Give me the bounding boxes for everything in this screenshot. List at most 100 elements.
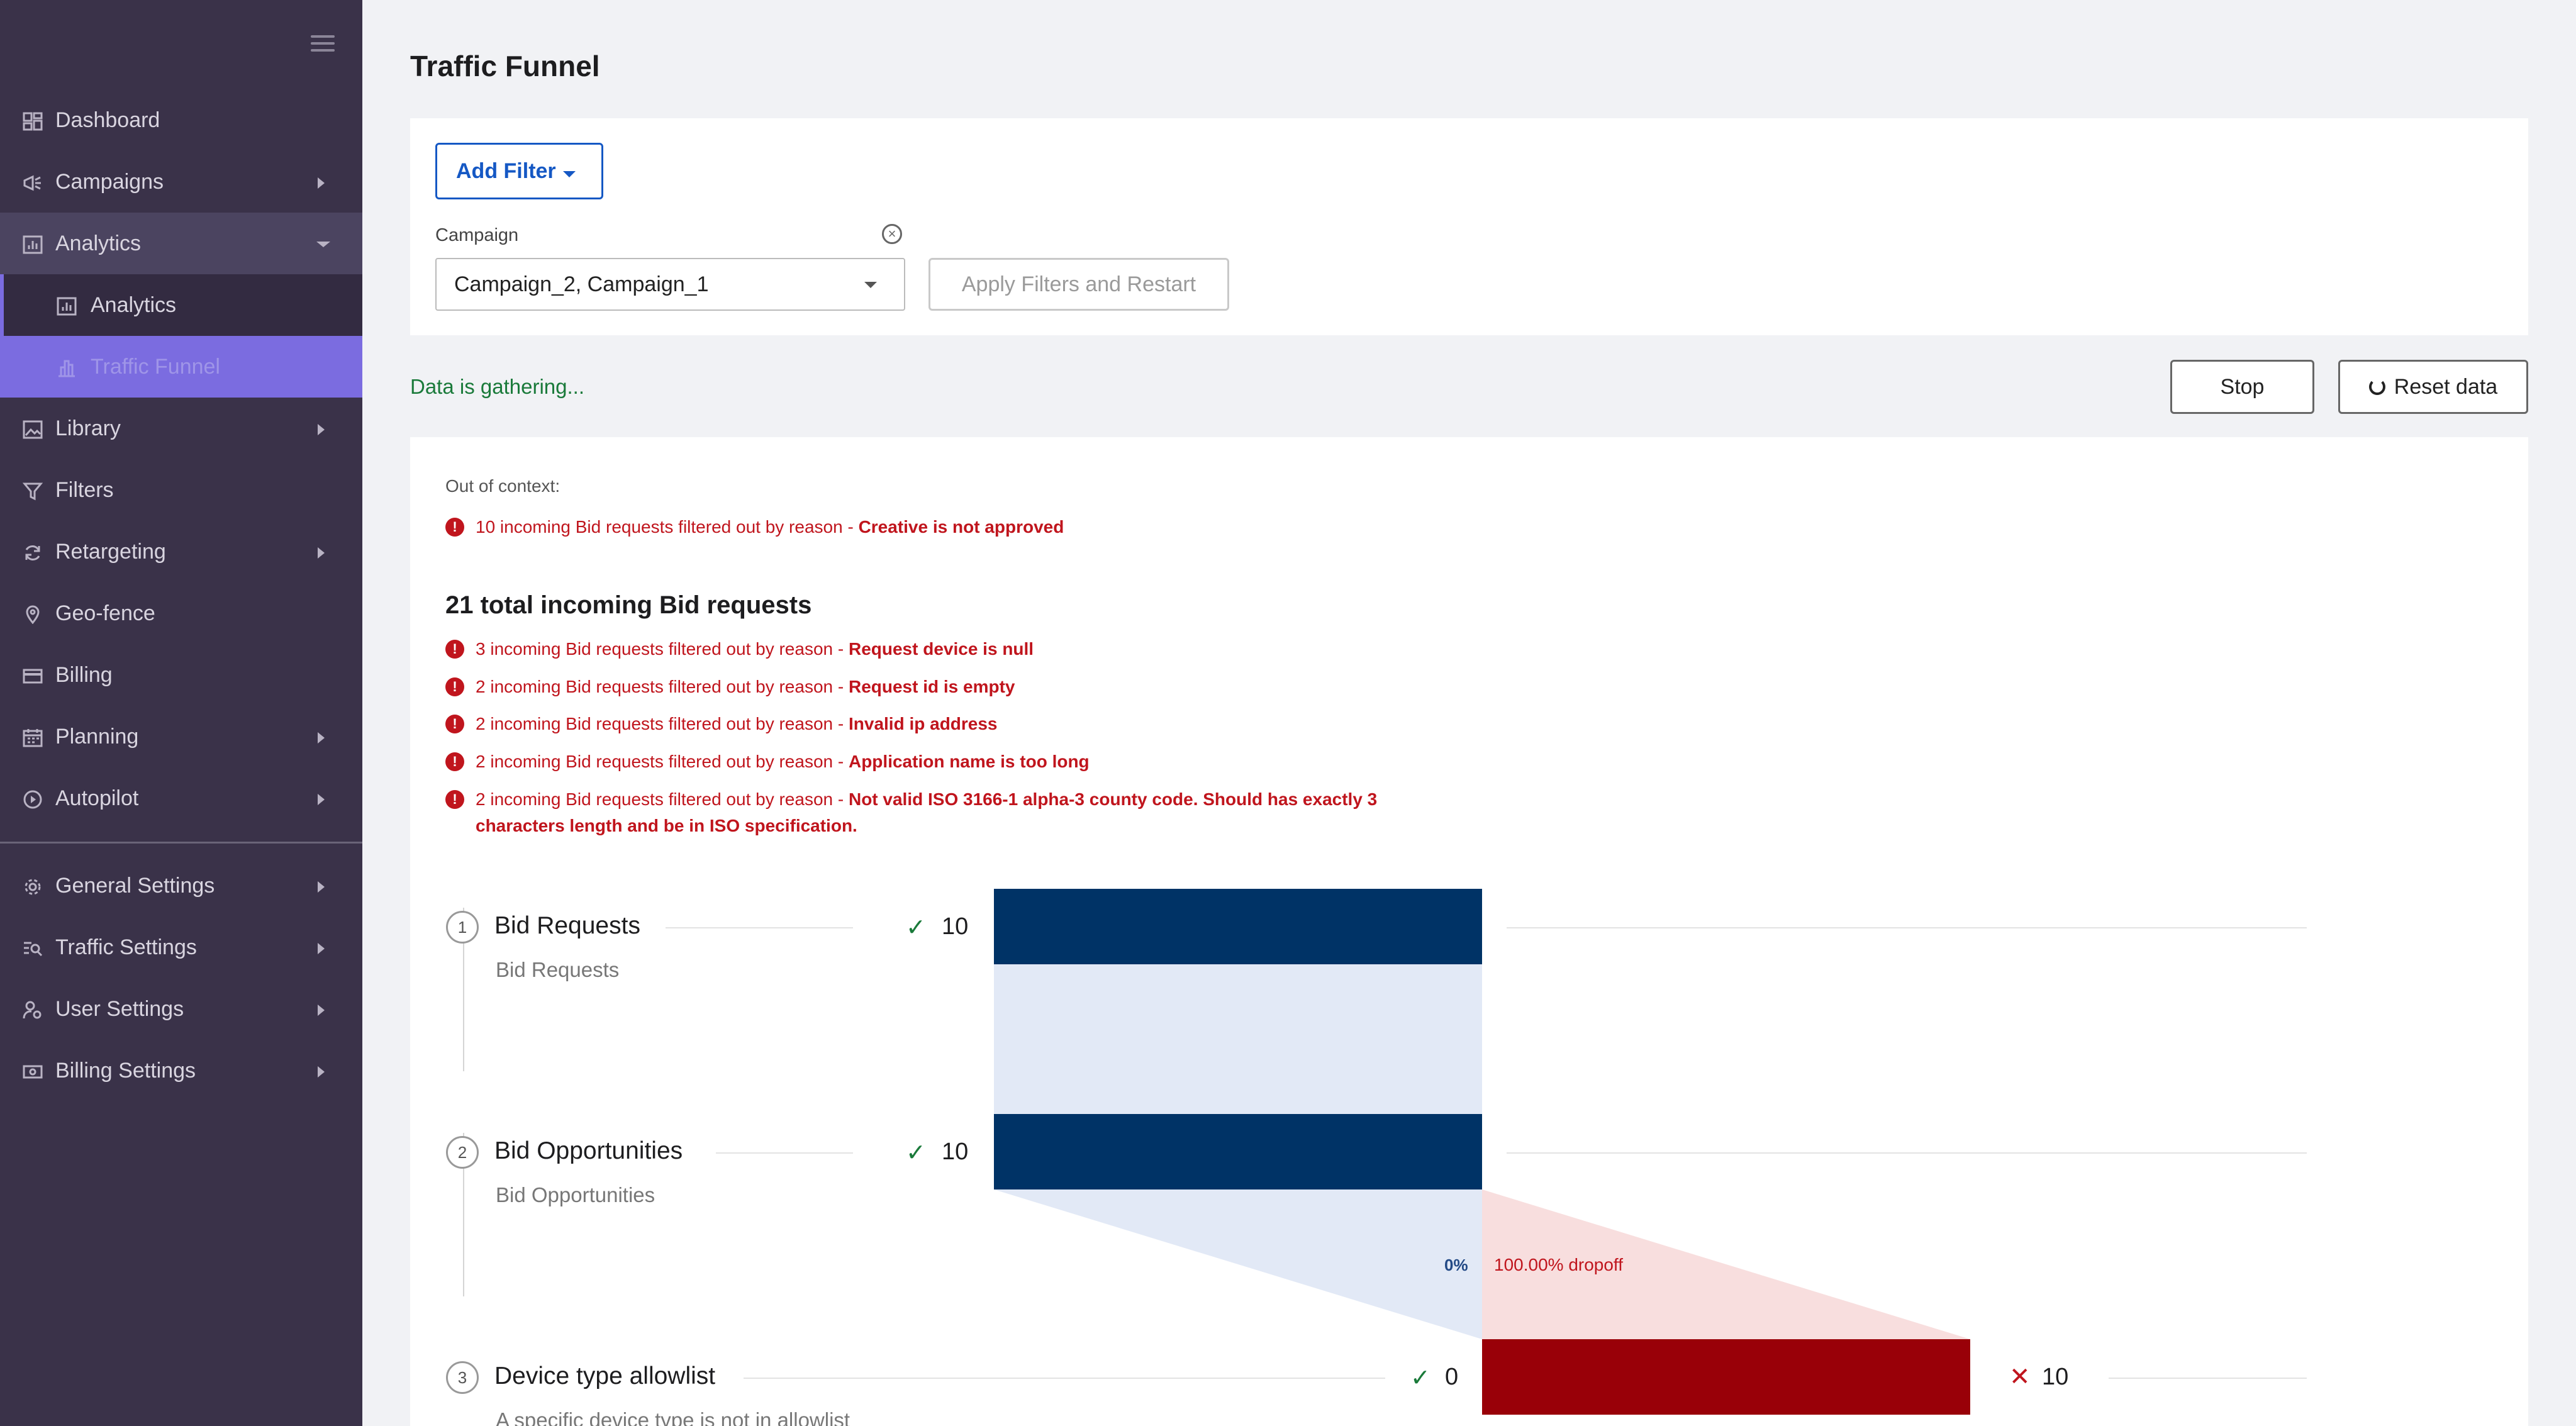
check-icon: ✓ [906, 915, 926, 941]
step-title: Bid Requests [494, 912, 640, 939]
sidebar-item-label: Traffic Funnel [91, 354, 220, 379]
sidebar-item-library[interactable]: Library [0, 398, 362, 459]
campaign-select[interactable]: Campaign_2, Campaign_1 [435, 258, 905, 311]
reset-data-button[interactable]: Reset data [2338, 360, 2528, 414]
error-message: ! 2 incoming Bid requests filtered out b… [445, 789, 1378, 839]
sidebar-item-filters[interactable]: Filters [0, 459, 362, 521]
sidebar-item-label: Campaigns [55, 169, 164, 194]
funnel-pass-bar [994, 889, 1482, 964]
chevron-right-icon [318, 177, 325, 189]
map-pin-icon [26, 605, 40, 624]
sidebar-item-label: Analytics [55, 231, 142, 255]
money-icon [23, 1065, 43, 1079]
sidebar-subitem-analytics[interactable]: Analytics [0, 274, 362, 336]
chevron-right-icon [318, 1066, 325, 1078]
funnel-pass-bar [994, 1114, 1482, 1189]
sidebar: Dashboard Campaigns Analytics Analytics … [0, 0, 362, 1426]
sidebar-item-label: Retargeting [55, 539, 166, 564]
error-reason: Request device is null [848, 639, 1034, 659]
megaphone-icon [23, 175, 41, 191]
error-reason-continued: characters length and be in ISO specific… [476, 816, 857, 835]
sidebar-item-label: Geo-fence [55, 601, 155, 625]
funnel-chart-icon [59, 360, 75, 377]
user-gear-icon [23, 1001, 42, 1019]
step-subtitle: Bid Opportunities [496, 1183, 655, 1206]
funnel-chart [994, 889, 1970, 1415]
chevron-down-icon [316, 242, 330, 247]
sidebar-item-planning[interactable]: Planning [0, 706, 362, 767]
calendar-icon [23, 729, 43, 747]
sidebar-item-geo-fence[interactable]: Geo-fence [0, 582, 362, 644]
sidebar-item-label: Traffic Settings [55, 935, 197, 959]
step-guide-line [1507, 1152, 2307, 1154]
clear-filter-icon[interactable]: × [882, 224, 902, 244]
funnel-connector [994, 964, 1482, 1114]
error-message: ! 2 incoming Bid requests filtered out b… [445, 752, 1090, 775]
sidebar-item-label: Filters [55, 477, 114, 502]
menu-toggle-icon[interactable] [311, 35, 335, 54]
sidebar-item-retargeting[interactable]: Retargeting [0, 521, 362, 582]
traffic-search-icon [24, 942, 43, 957]
stop-button[interactable]: Stop [2170, 360, 2314, 414]
error-reason: Not valid ISO 3166-1 alpha-3 county code… [848, 789, 1378, 809]
error-reason: Creative is not approved [858, 517, 1064, 537]
close-icon: ✕ [2009, 1363, 2031, 1391]
sidebar-item-autopilot[interactable]: Autopilot [0, 767, 362, 829]
funnel-pass-connector [994, 1189, 1482, 1339]
bar-chart-icon [57, 297, 77, 316]
step-dropped-count: 10 [2042, 1364, 2069, 1390]
error-icon: ! [445, 640, 464, 659]
sidebar-item-user-settings[interactable]: User Settings [0, 978, 362, 1040]
dashboard-icon [23, 112, 43, 131]
sidebar-item-dashboard[interactable]: Dashboard [0, 89, 362, 151]
reset-data-label: Reset data [2394, 374, 2498, 399]
dropoff-percentage: 100.00% dropoff [1494, 1255, 1623, 1274]
sidebar-item-traffic-settings[interactable]: Traffic Settings [0, 916, 362, 978]
error-text: 2 incoming Bid requests filtered out by … [476, 752, 849, 771]
step-guide-line [2109, 1378, 2307, 1379]
out-of-context-label: Out of context: [445, 476, 560, 496]
check-icon: ✓ [1410, 1365, 1430, 1391]
error-reason: Invalid ip address [848, 714, 998, 733]
credit-card-icon [23, 669, 43, 684]
reset-icon [2368, 379, 2385, 395]
step-connector [463, 1133, 464, 1296]
error-text: 2 incoming Bid requests filtered out by … [476, 789, 849, 809]
sidebar-item-analytics[interactable]: Analytics [0, 213, 362, 274]
chevron-down-icon [864, 282, 877, 288]
error-reason: Application name is too long [848, 752, 1090, 771]
sidebar-item-label: Billing [55, 662, 113, 687]
page-title: Traffic Funnel [410, 50, 600, 82]
add-filter-button[interactable]: Add Filter [435, 143, 603, 199]
error-icon: ! [445, 518, 464, 537]
step-number: 1 [446, 911, 479, 944]
step-guide-line [666, 927, 853, 928]
image-icon [23, 420, 43, 439]
sidebar-item-label: Dashboard [55, 108, 160, 132]
step-title: Bid Opportunities [494, 1137, 683, 1164]
sidebar-item-label: Analytics [91, 292, 177, 317]
step-passed-count: 10 [942, 913, 969, 940]
sidebar-subitem-traffic-funnel[interactable]: Traffic Funnel [0, 336, 362, 398]
error-text: 3 incoming Bid requests filtered out by … [476, 639, 849, 659]
filter-panel: Add Filter Campaign × Campaign_2, Campai… [410, 118, 2528, 335]
error-reason: Request id is empty [848, 677, 1015, 696]
sidebar-item-label: Library [55, 416, 121, 440]
check-icon: ✓ [906, 1140, 926, 1166]
sidebar-item-billing-settings[interactable]: Billing Settings [0, 1040, 362, 1101]
sidebar-item-general-settings[interactable]: General Settings [0, 855, 362, 916]
step-number: 2 [446, 1136, 479, 1169]
chevron-right-icon [318, 732, 325, 744]
error-message: ! 2 incoming Bid requests filtered out b… [445, 714, 998, 737]
error-icon: ! [445, 790, 464, 809]
chevron-right-icon [318, 881, 325, 893]
error-icon: ! [445, 752, 464, 771]
total-requests-title: 21 total incoming Bid requests [445, 591, 812, 619]
apply-filters-button[interactable]: Apply Filters and Restart [928, 258, 1229, 311]
step-passed-count: 0 [1445, 1364, 1459, 1390]
sidebar-item-campaigns[interactable]: Campaigns [0, 151, 362, 213]
step-title: Device type allowlist [494, 1362, 716, 1390]
sidebar-item-billing[interactable]: Billing [0, 644, 362, 706]
chevron-right-icon [318, 547, 325, 559]
error-icon: ! [445, 715, 464, 733]
